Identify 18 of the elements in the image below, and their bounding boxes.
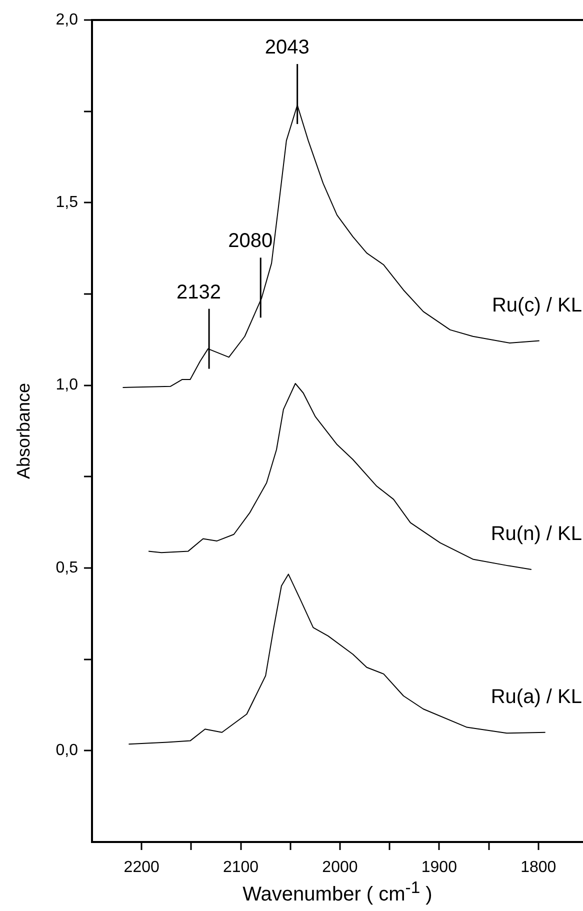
y-tick-label: 0,0 xyxy=(56,742,78,760)
x-tick-label: 2100 xyxy=(222,859,259,876)
annotation: 2080 xyxy=(228,230,273,252)
x-tick-label: 2200 xyxy=(124,859,160,876)
x-tick-label: 1900 xyxy=(421,859,458,876)
x-tick-label: 1800 xyxy=(520,859,556,876)
series-label: Ru(n) / KL xyxy=(490,522,582,545)
annotation: 2043 xyxy=(264,36,310,59)
series-label: Ru(a) / KL xyxy=(490,686,582,708)
series-label: Ru(c) / KL xyxy=(492,294,582,316)
x-axis-title: Wavenumber ( cm$^{-1}$ ) xyxy=(242,878,434,907)
x-tick-label: 2000 xyxy=(322,859,358,876)
y-tick-label: 1,5 xyxy=(56,194,78,212)
y-axis-title: Absorbance xyxy=(14,382,34,480)
y-tick-label: 0,5 xyxy=(56,559,78,576)
y-tick-label: 1,0 xyxy=(56,376,78,394)
y-tick-label: 2,0 xyxy=(56,11,78,28)
annotation: 2132 xyxy=(176,281,222,304)
